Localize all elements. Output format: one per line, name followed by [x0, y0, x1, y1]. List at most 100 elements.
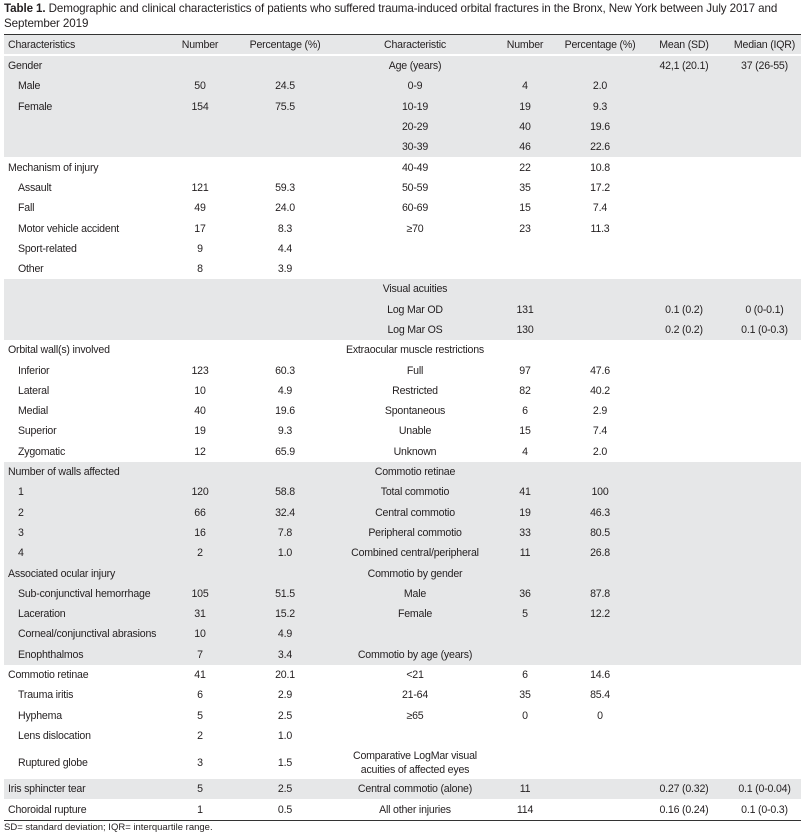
median-iqr-cell	[728, 360, 801, 380]
characteristic-2-cell: Age (years)	[388, 60, 442, 73]
percentage-2-cell	[560, 799, 640, 820]
percentage-2-cell: 100	[591, 486, 609, 499]
characteristic-2-cell	[340, 624, 490, 644]
number-cell: 49	[194, 202, 206, 215]
characteristic-cell: Associated ocular injury	[8, 567, 116, 580]
median-iqr-cell	[728, 685, 801, 705]
percentage-2-cell: 2.0	[592, 445, 608, 458]
characteristic-cell: Number of walls affected	[8, 466, 120, 479]
characteristic-2-cell: Central commotio	[375, 506, 455, 519]
number-2-cell: 19	[519, 506, 531, 519]
mean-sd-cell	[640, 340, 728, 360]
characteristic-cell: Superior	[18, 425, 57, 438]
mean-sd-cell: 0.1 (0.2)	[665, 303, 703, 316]
mean-sd-cell	[640, 239, 728, 259]
median-iqr-cell	[728, 645, 801, 665]
characteristic-2-cell: Full	[406, 364, 424, 377]
mean-sd-cell	[640, 178, 728, 198]
median-iqr-cell	[728, 198, 801, 218]
percentage-2-cell	[560, 624, 640, 644]
characteristic-cell: Gender	[8, 60, 43, 73]
header-characteristics: Characteristics	[8, 38, 76, 51]
table-row: Mechanism of injury 40-49 22 10.8	[4, 157, 801, 177]
number-2-cell: 23	[519, 222, 531, 235]
table-row: Laceration 31 15.2 Female 5 12.2	[4, 604, 801, 625]
percentage-cell: 59.3	[275, 181, 295, 194]
percentage-2-cell: 14.6	[590, 669, 610, 682]
characteristic-2-cell: Commotio retinae	[374, 466, 456, 479]
mean-sd-cell	[640, 462, 728, 482]
characteristic-2-cell: Spontaneous	[384, 405, 446, 418]
characteristic-cell: 4	[18, 547, 24, 560]
number-cell: 2	[197, 547, 203, 560]
median-iqr-cell: 0 (0-0.1)	[745, 303, 784, 316]
percentage-2-cell: 47.6	[590, 364, 610, 377]
characteristic-2-cell: Combined central/peripheral	[351, 547, 479, 560]
number-cell: 12	[194, 445, 206, 458]
median-iqr-cell	[728, 624, 801, 644]
percentage-2-cell: 80.5	[590, 526, 610, 539]
mean-sd-cell	[640, 645, 728, 665]
characteristic-2-cell: 50-59	[401, 181, 429, 194]
number-cell: 120	[191, 486, 209, 499]
percentage-cell: 1.0	[277, 729, 293, 742]
percentage-2-cell: 7.4	[592, 202, 608, 215]
characteristic-cell: 2	[18, 506, 24, 519]
mean-sd-cell	[640, 726, 728, 746]
percentage-2-cell: 40.2	[590, 384, 610, 397]
number-cell: 123	[191, 364, 209, 377]
characteristic-2-cell: 40-49	[401, 161, 429, 174]
percentage-2-cell: 11.3	[590, 222, 610, 235]
table-row: Hyphema 5 2.5 ≥65 0 0	[4, 706, 801, 726]
number-2-cell	[490, 726, 560, 746]
percentage-cell: 3.4	[277, 648, 293, 661]
median-iqr-cell	[728, 157, 801, 177]
percentage-cell: 1.0	[277, 547, 293, 560]
characteristic-cell: Trauma iritis	[18, 689, 74, 702]
characteristic-2-cell: Male	[403, 587, 427, 600]
number-2-cell: 46	[519, 141, 531, 154]
percentage-cell: 9.3	[277, 425, 293, 438]
table-row: Lens dislocation 2 1.0	[4, 726, 801, 746]
table-row: Choroidal rupture 1 0.5 All other injuries 1…	[4, 799, 801, 821]
mean-sd-cell	[640, 685, 728, 705]
characteristic-cell: Other	[18, 263, 44, 276]
header-percentage-2: Percentage (%)	[564, 38, 636, 51]
characteristic-cell: Iris sphincter tear	[8, 783, 86, 796]
percentage-2-cell	[560, 259, 640, 279]
characteristic-2-cell: 20-29	[401, 121, 429, 134]
median-iqr-cell	[728, 178, 801, 198]
number-2-cell	[490, 239, 560, 259]
median-iqr-cell	[728, 523, 801, 543]
table-row: Other 8 3.9	[4, 259, 801, 279]
number-cell: 1	[197, 803, 203, 816]
mean-sd-cell	[640, 442, 728, 462]
median-iqr-cell	[728, 279, 801, 299]
number-2-cell: 4	[522, 80, 528, 93]
number-cell	[170, 157, 230, 177]
median-iqr-cell	[728, 218, 801, 238]
percentage-cell: 75.5	[275, 100, 295, 113]
percentage-cell: 58.8	[275, 486, 295, 499]
number-cell: 10	[194, 384, 206, 397]
characteristic-cell: Inferior	[18, 364, 50, 377]
table-caption: Table 1. Demographic and clinical charac…	[4, 1, 802, 31]
mean-sd-cell	[640, 503, 728, 523]
table-row: Inferior 123 60.3 Full 97 47.6	[4, 360, 801, 380]
characteristic-2-cell: Comparative LogMar visual acuities of af…	[353, 749, 477, 776]
table-row: Motor vehicle accident 17 8.3 ≥70 23 11.3	[4, 218, 801, 238]
percentage-2-cell	[560, 746, 640, 779]
median-iqr-cell	[728, 604, 801, 624]
percentage-cell: 2.5	[277, 783, 293, 796]
number-cell: 17	[194, 222, 206, 235]
table-row: Sport-related 9 4.4	[4, 239, 801, 259]
characteristic-cell: Male	[18, 80, 41, 93]
number-2-cell	[490, 624, 560, 644]
percentage-2-cell: 7.4	[592, 425, 608, 438]
percentage-2-cell: 22.6	[590, 141, 610, 154]
number-2-cell	[490, 259, 560, 279]
table-row: Medial 40 19.6 Spontaneous 6 2.9	[4, 401, 801, 421]
characteristic-2-cell: Extraocular muscle restrictions	[345, 344, 485, 357]
characteristic-cell	[4, 279, 170, 299]
characteristic-2-cell: Female	[397, 608, 433, 621]
